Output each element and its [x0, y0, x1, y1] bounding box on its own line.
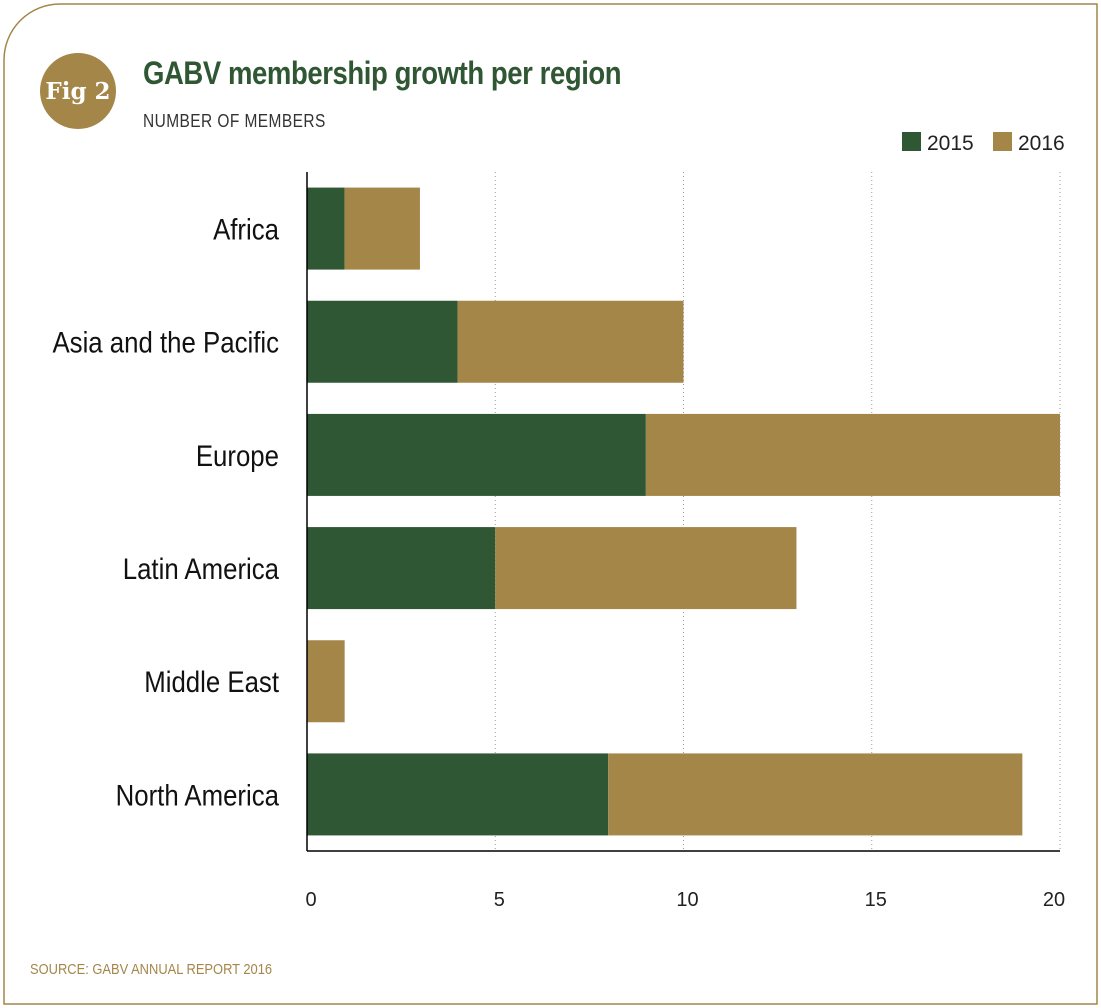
chart-subtitle: NUMBER OF MEMBERS: [143, 111, 326, 131]
legend-label-2015: 2015: [927, 132, 974, 155]
category-label-europe: Europe: [196, 439, 279, 472]
x-tick-label-0: 0: [305, 889, 316, 911]
x-tick-label-15: 15: [865, 889, 887, 911]
x-tick-label-5: 5: [494, 889, 505, 911]
axes: [306, 172, 1060, 852]
bar-north-america-2015: [307, 753, 609, 836]
bar-middle-east-2016: [307, 640, 345, 723]
category-label-africa: Africa: [213, 213, 279, 246]
bar-europe-2015: [307, 413, 646, 496]
legend: 2015 2016: [902, 132, 1065, 155]
bar-north-america-2016: [608, 753, 1023, 836]
frame-border: [3, 3, 1098, 1005]
source-note: SOURCE: GABV ANNUAL REPORT 2016: [30, 961, 273, 978]
legend-swatch-2016: [993, 132, 1012, 151]
bars: [307, 187, 1060, 836]
grid-lines: [494, 172, 1061, 851]
category-label-middle-east: Middle East: [144, 665, 279, 698]
x-tick-label-10: 10: [676, 889, 698, 911]
tick-labels: 0 5 10 15 20: [305, 889, 1065, 911]
bar-latin-america-2015: [307, 527, 496, 610]
bar-latin-america-2016: [495, 527, 797, 610]
legend-swatch-2015: [902, 132, 921, 151]
bar-asia-and-the-pacific-2015: [307, 300, 458, 383]
x-tick-label-20: 20: [1043, 889, 1065, 911]
bar-africa-2015: [307, 187, 345, 270]
legend-label-2016: 2016: [1018, 132, 1065, 155]
category-labels: Africa Asia and the Pacific Europe Latin Am…: [52, 213, 279, 812]
category-label-latin-america: Latin America: [123, 552, 280, 585]
chart-title: GABV membership growth per region: [143, 55, 622, 91]
bar-africa-2016: [344, 187, 420, 270]
figure-badge: Fig 2: [40, 53, 116, 129]
bar-europe-2016: [645, 413, 1060, 496]
category-label-asia-and-the-pacific: Asia and the Pacific: [52, 326, 279, 359]
bar-asia-and-the-pacific-2016: [457, 300, 684, 383]
category-label-north-america: North America: [116, 779, 280, 812]
